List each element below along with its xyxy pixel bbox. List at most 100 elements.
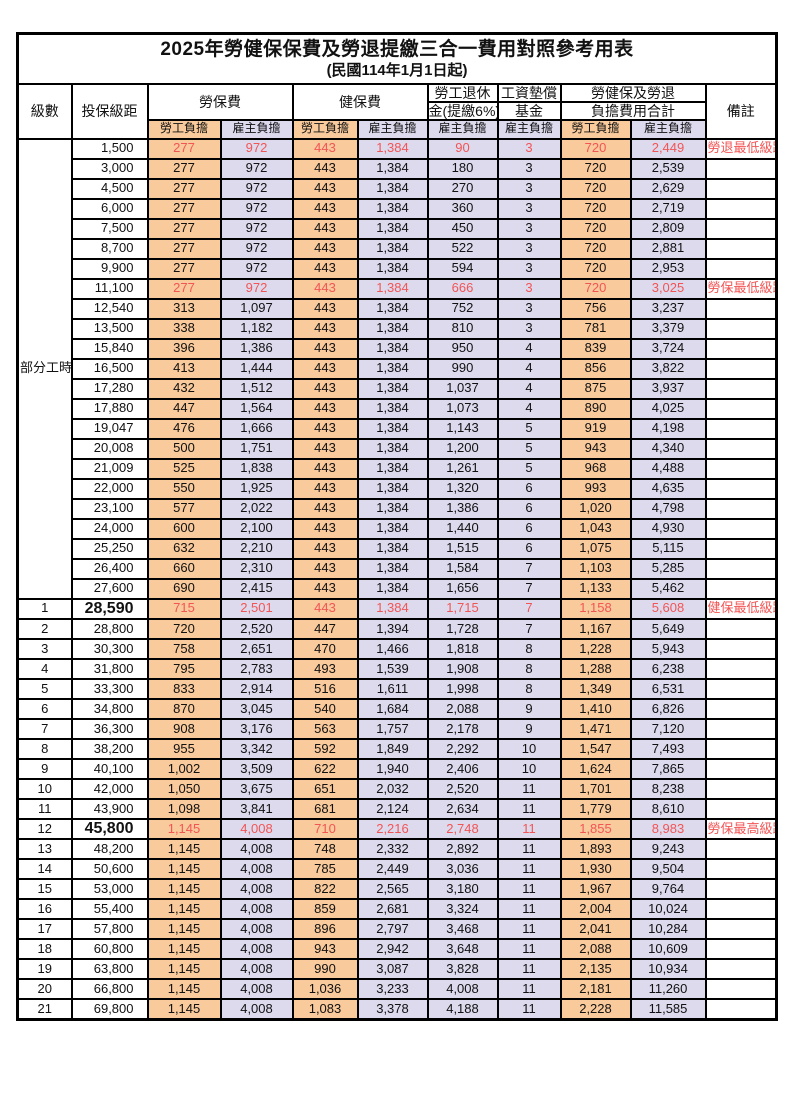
value-cell: 592 bbox=[291, 738, 359, 761]
value-cell: 8 bbox=[496, 658, 562, 681]
value-cell: 11 bbox=[496, 898, 562, 921]
note-cell bbox=[704, 618, 778, 641]
value-cell: 470 bbox=[291, 638, 359, 661]
col-header-pension-line2: 金(提繳6%) bbox=[426, 100, 499, 121]
col-header-total-line2: 負擔費用合計 bbox=[559, 100, 707, 121]
value-cell: 11 bbox=[496, 978, 562, 1001]
value-cell: 2,292 bbox=[426, 738, 499, 761]
value-cell: 6 bbox=[496, 537, 562, 560]
subheader-pension-employer-share: 雇主負擔 bbox=[426, 118, 499, 140]
value-cell: 2,501 bbox=[219, 597, 294, 621]
col-header-pension-line1: 勞工退休 bbox=[426, 82, 499, 103]
value-cell: 810 bbox=[426, 317, 499, 340]
value-cell: 2,797 bbox=[356, 918, 429, 941]
value-cell: 1,384 bbox=[356, 557, 429, 580]
level-cell: 21 bbox=[16, 998, 73, 1021]
value-cell: 516 bbox=[291, 678, 359, 701]
table-row: 26,400 660 2,310 443 1,384 1,584 7 1,103 5,285 bbox=[18, 557, 778, 580]
value-cell: 7 bbox=[496, 597, 562, 621]
value-cell: 3,237 bbox=[629, 297, 707, 320]
value-cell: 1,611 bbox=[356, 678, 429, 701]
level-cell: 16 bbox=[16, 898, 73, 921]
value-cell: 660 bbox=[146, 557, 222, 580]
col-header-wage-fund-line1: 工資墊償 bbox=[496, 82, 562, 103]
value-cell: 7 bbox=[496, 577, 562, 600]
bracket-cell: 48,200 bbox=[70, 838, 149, 861]
value-cell: 4,008 bbox=[219, 818, 294, 841]
value-cell: 2,719 bbox=[629, 197, 707, 220]
value-cell: 990 bbox=[426, 357, 499, 380]
value-cell: 896 bbox=[291, 918, 359, 941]
value-cell: 10 bbox=[496, 758, 562, 781]
bracket-cell: 16,500 bbox=[70, 357, 149, 380]
value-cell: 1,384 bbox=[356, 157, 429, 180]
value-cell: 540 bbox=[291, 698, 359, 721]
bracket-cell: 11,100 bbox=[70, 277, 149, 300]
note-cell bbox=[704, 417, 778, 440]
bracket-cell: 19,047 bbox=[70, 417, 149, 440]
value-cell: 2,681 bbox=[356, 898, 429, 921]
table-row: 17,280 432 1,512 443 1,384 1,037 4 875 3,937 bbox=[18, 377, 778, 400]
note-cell bbox=[704, 357, 778, 380]
col-header-note: 備註 bbox=[704, 82, 778, 140]
note-cell bbox=[704, 838, 778, 861]
value-cell: 1,515 bbox=[426, 537, 499, 560]
value-cell: 3,828 bbox=[426, 958, 499, 981]
value-cell: 3 bbox=[496, 297, 562, 320]
value-cell: 1,384 bbox=[356, 517, 429, 540]
value-cell: 2,634 bbox=[426, 798, 499, 821]
note-cell bbox=[704, 197, 778, 220]
value-cell: 1,466 bbox=[356, 638, 429, 661]
value-cell: 11 bbox=[496, 998, 562, 1021]
note-cell bbox=[704, 758, 778, 781]
value-cell: 3 bbox=[496, 257, 562, 280]
value-cell: 3,379 bbox=[629, 317, 707, 340]
value-cell: 3,937 bbox=[629, 377, 707, 400]
value-cell: 1,036 bbox=[291, 978, 359, 1001]
value-cell: 443 bbox=[291, 177, 359, 200]
value-cell: 2,809 bbox=[629, 217, 707, 240]
table-row: 8,700 277 972 443 1,384 522 3 720 2,881 bbox=[18, 237, 778, 260]
value-cell: 3,324 bbox=[426, 898, 499, 921]
value-cell: 11 bbox=[496, 838, 562, 861]
value-cell: 4 bbox=[496, 337, 562, 360]
col-header-bracket: 投保級距 bbox=[70, 82, 149, 140]
value-cell: 313 bbox=[146, 297, 222, 320]
value-cell: 9,764 bbox=[629, 878, 707, 901]
note-cell: 健保最低級距 bbox=[704, 597, 778, 621]
value-cell: 715 bbox=[146, 597, 222, 621]
value-cell: 710 bbox=[291, 818, 359, 841]
value-cell: 1,930 bbox=[559, 858, 632, 881]
value-cell: 4,930 bbox=[629, 517, 707, 540]
value-cell: 1,182 bbox=[219, 317, 294, 340]
note-cell bbox=[704, 217, 778, 240]
value-cell: 943 bbox=[291, 938, 359, 961]
value-cell: 277 bbox=[146, 217, 222, 240]
value-cell: 4,008 bbox=[219, 898, 294, 921]
value-cell: 11,260 bbox=[629, 978, 707, 1001]
note-cell bbox=[704, 397, 778, 420]
value-cell: 7,493 bbox=[629, 738, 707, 761]
value-cell: 4,008 bbox=[219, 958, 294, 981]
value-cell: 447 bbox=[146, 397, 222, 420]
value-cell: 1,384 bbox=[356, 377, 429, 400]
table-row: 13 48,200 1,145 4,008 748 2,332 2,892 11 1,893 9,… bbox=[16, 838, 778, 861]
subheader-health-employee-share: 勞工負擔 bbox=[291, 118, 359, 140]
value-cell: 2,449 bbox=[629, 137, 707, 160]
value-cell: 1,666 bbox=[219, 417, 294, 440]
value-cell: 11,585 bbox=[629, 998, 707, 1021]
note-cell bbox=[704, 978, 778, 1001]
note-cell bbox=[704, 678, 778, 701]
value-cell: 11 bbox=[496, 918, 562, 941]
header-row-2: 金(提繳6%) 基金 負擔費用合計 bbox=[18, 100, 777, 121]
value-cell: 4 bbox=[496, 377, 562, 400]
value-cell: 8,238 bbox=[629, 778, 707, 801]
note-cell bbox=[704, 958, 778, 981]
value-cell: 11 bbox=[496, 798, 562, 821]
header-row-1: 級數 投保級距 勞保費 健保費 勞工退休 工資墊償 勞健保及勞退 備註 bbox=[16, 82, 778, 140]
bracket-cell: 1,500 bbox=[70, 137, 149, 160]
value-cell: 11 bbox=[496, 818, 562, 841]
value-cell: 270 bbox=[426, 177, 499, 200]
value-cell: 1,384 bbox=[356, 197, 429, 220]
value-cell: 3,378 bbox=[356, 998, 429, 1021]
